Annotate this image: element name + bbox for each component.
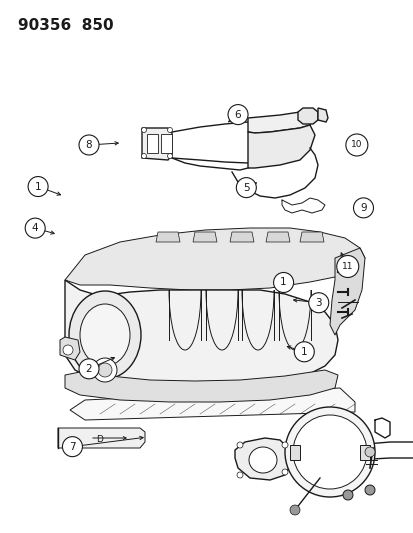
Circle shape	[98, 363, 112, 377]
Polygon shape	[317, 108, 327, 122]
Circle shape	[236, 472, 242, 478]
Polygon shape	[329, 248, 364, 335]
Circle shape	[79, 135, 99, 155]
Polygon shape	[247, 125, 314, 168]
Circle shape	[364, 485, 374, 495]
Text: 6: 6	[234, 110, 241, 119]
Circle shape	[289, 505, 299, 515]
Circle shape	[63, 345, 73, 355]
Polygon shape	[156, 232, 180, 242]
Circle shape	[79, 359, 99, 379]
Polygon shape	[289, 445, 299, 460]
Circle shape	[294, 342, 313, 362]
Polygon shape	[359, 445, 369, 460]
Circle shape	[342, 490, 352, 500]
Polygon shape	[299, 232, 323, 242]
Polygon shape	[235, 438, 291, 480]
Text: 7: 7	[69, 442, 76, 451]
Polygon shape	[147, 134, 158, 153]
Circle shape	[273, 272, 293, 293]
Text: 2: 2	[85, 364, 92, 374]
Circle shape	[364, 447, 374, 457]
Polygon shape	[230, 232, 254, 242]
Circle shape	[141, 154, 146, 158]
Polygon shape	[65, 370, 337, 402]
Text: 1: 1	[300, 347, 307, 357]
Text: 90356  850: 90356 850	[18, 18, 113, 33]
Polygon shape	[161, 134, 171, 153]
Circle shape	[93, 358, 117, 382]
Polygon shape	[65, 280, 337, 386]
Ellipse shape	[248, 447, 276, 473]
Polygon shape	[58, 428, 145, 448]
Text: D: D	[96, 435, 103, 445]
Circle shape	[292, 415, 366, 489]
Text: 4: 4	[32, 223, 38, 233]
Text: 5: 5	[242, 183, 249, 192]
Circle shape	[308, 293, 328, 313]
Text: 1: 1	[280, 278, 286, 287]
Circle shape	[25, 218, 45, 238]
Text: 3: 3	[315, 298, 321, 308]
Text: 11: 11	[341, 262, 353, 271]
Polygon shape	[247, 112, 309, 133]
Circle shape	[236, 177, 256, 198]
Ellipse shape	[80, 304, 130, 366]
Circle shape	[62, 437, 82, 457]
Text: 1: 1	[35, 182, 41, 191]
Text: 8: 8	[85, 140, 92, 150]
Polygon shape	[65, 228, 364, 290]
Polygon shape	[60, 337, 80, 360]
Polygon shape	[192, 232, 216, 242]
Circle shape	[228, 104, 247, 125]
Circle shape	[345, 134, 367, 156]
Polygon shape	[70, 388, 354, 420]
Polygon shape	[297, 108, 317, 124]
Circle shape	[167, 154, 172, 158]
Circle shape	[167, 127, 172, 133]
Text: 10: 10	[350, 141, 362, 149]
Polygon shape	[266, 232, 289, 242]
Circle shape	[141, 127, 146, 133]
Circle shape	[236, 442, 242, 448]
Circle shape	[28, 176, 48, 197]
Circle shape	[353, 198, 373, 218]
Circle shape	[281, 469, 287, 475]
Circle shape	[281, 442, 287, 448]
Circle shape	[284, 407, 374, 497]
Text: 9: 9	[359, 203, 366, 213]
Polygon shape	[142, 128, 171, 160]
Circle shape	[336, 255, 358, 278]
Ellipse shape	[69, 291, 141, 379]
